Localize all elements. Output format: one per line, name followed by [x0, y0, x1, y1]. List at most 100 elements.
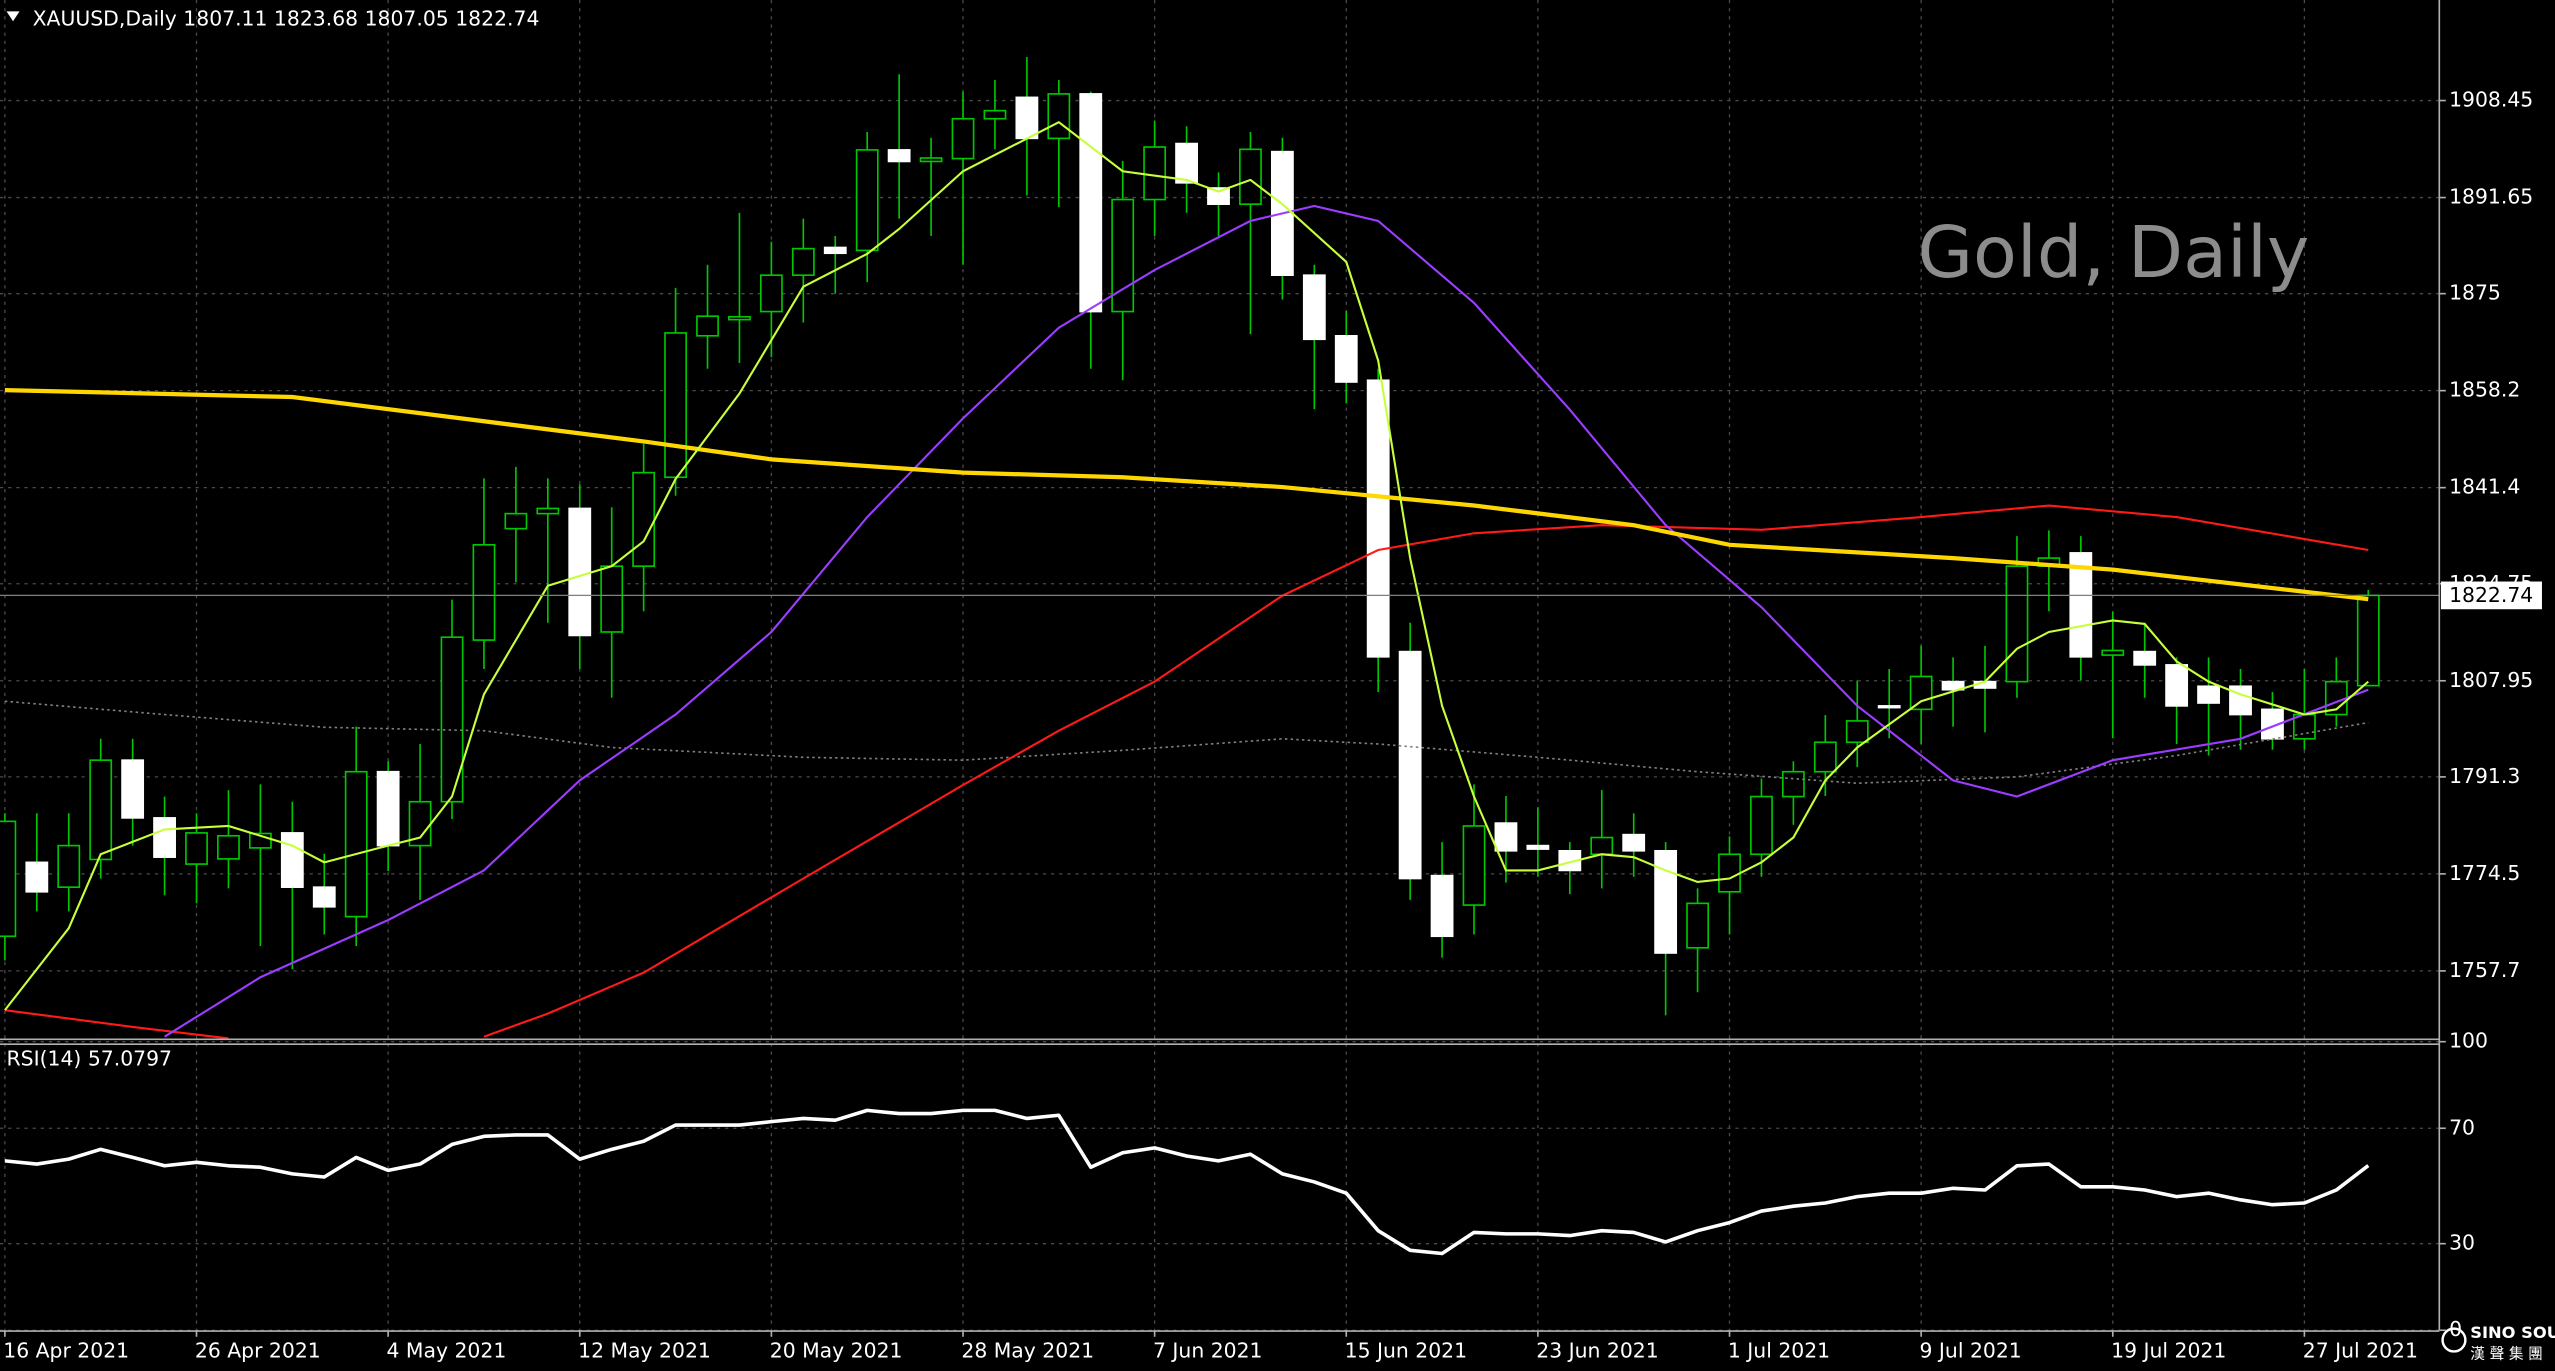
candle-body [121, 759, 145, 819]
candle-body [1941, 680, 1965, 691]
candle-body [2101, 649, 2125, 656]
candle-body [57, 844, 81, 888]
candle-body [728, 315, 751, 321]
y-tick-label: 1858.2 [2449, 378, 2520, 402]
moving-average-line [4, 120, 2369, 1011]
y-tick-label: 1891.65 [2449, 185, 2533, 209]
candle-body [440, 636, 464, 803]
x-tick-label: 28 May 2021 [961, 1338, 1094, 1362]
candle-body [1686, 902, 1709, 949]
candle-body [2356, 594, 2380, 687]
y-tick-label: 1807.95 [2449, 668, 2533, 692]
candle-body [89, 759, 113, 861]
x-tick-label: 15 Jun 2021 [1345, 1338, 1467, 1362]
logo-name: SINO SOUND [2470, 1323, 2555, 1342]
candle-body [2005, 565, 2029, 683]
y-tick-label: 1757.7 [2449, 958, 2520, 982]
candle-body [1398, 650, 1422, 880]
candle-body [1622, 833, 1646, 852]
candle-body [1366, 379, 1390, 658]
candle-body [1718, 853, 1741, 893]
candle-body [153, 817, 176, 858]
candle-body [312, 886, 336, 908]
menu-arrow[interactable] [6, 11, 20, 22]
y-tick-label: 1841.4 [2449, 475, 2520, 499]
candle-body [217, 834, 240, 860]
moving-average-line [4, 387, 2369, 602]
candle-body [855, 149, 879, 252]
candle-body [2133, 650, 2157, 666]
x-tick-label: 4 May 2021 [387, 1338, 507, 1362]
candle-body [632, 471, 656, 567]
candle-body [280, 832, 304, 888]
y-tick-label: 1774.5 [2449, 861, 2520, 885]
candle-body [983, 109, 1007, 120]
candle-body [887, 149, 911, 163]
candle-body [1175, 142, 1198, 184]
chart-title: XAUUSD,Daily 1807.11 1823.68 1807.05 182… [33, 7, 540, 31]
candle-body [1781, 770, 1805, 798]
x-tick-label: 19 Jul 2021 [2111, 1338, 2226, 1362]
candle-body [1526, 844, 1550, 850]
candle-body [1877, 705, 1901, 709]
grid [0, 0, 2440, 1331]
y-tick-label: 30 [2449, 1231, 2475, 1255]
candle-body [1590, 836, 1614, 856]
candle-body [1909, 675, 1933, 711]
candle-body [759, 274, 783, 313]
candle-body [1654, 849, 1678, 954]
moving-average-line [4, 504, 2369, 1039]
x-tick-label: 7 Jun 2021 [1153, 1338, 1263, 1362]
candle-body [1430, 874, 1454, 938]
x-tick-label: 16 Apr 2021 [3, 1338, 129, 1362]
y-tick-label: 1791.3 [2449, 764, 2520, 788]
candle-body [823, 246, 847, 255]
candle-body [696, 315, 719, 337]
candle-body [1207, 187, 1230, 205]
candle-body [664, 332, 687, 479]
y-tick-label: 1908.45 [2449, 88, 2533, 112]
logo-icon [2441, 1327, 2467, 1353]
x-tick-label: 1 Jul 2021 [1728, 1338, 1830, 1362]
y-tick-label: 100 [2449, 1029, 2488, 1053]
x-tick-label: 23 Jun 2021 [1536, 1338, 1658, 1362]
y-tick-label: 70 [2449, 1115, 2475, 1139]
x-tick-label: 12 May 2021 [578, 1338, 711, 1362]
moving-average-line [164, 204, 2369, 1038]
candle-body [1047, 93, 1071, 140]
candle-body [472, 543, 496, 641]
candle-body [504, 512, 528, 530]
x-tick-label: 27 Jul 2021 [2303, 1338, 2418, 1362]
candle-body [600, 565, 624, 633]
candle-body [1813, 741, 1837, 773]
candle-body [1239, 148, 1262, 205]
candle-body [185, 832, 208, 865]
candle-body [951, 117, 975, 160]
x-tick-label: 26 Apr 2021 [195, 1338, 321, 1362]
logo-subtitle: 漢 聲 集 團 [2470, 1346, 2543, 1363]
candle-body [2261, 708, 2284, 740]
x-tick-label: 20 May 2021 [770, 1338, 903, 1362]
rsi-plot [4, 1108, 2370, 1256]
logo: SINO SOUND 漢 聲 集 團 [2441, 1323, 2555, 1363]
candle-body [536, 507, 560, 515]
candle-body [1079, 93, 1103, 313]
candle-body [344, 770, 368, 918]
candle-body [1015, 96, 1039, 140]
x-tick-label: 9 Jul 2021 [1920, 1338, 2022, 1362]
candle-body [1462, 825, 1486, 906]
candle-body [1302, 274, 1326, 341]
candle-body [2069, 552, 2093, 658]
candle-body [376, 770, 400, 847]
candle-body [1334, 334, 1358, 383]
candle-body [1111, 198, 1135, 313]
candle-body [1845, 720, 1869, 744]
candle-body [2165, 664, 2189, 707]
last-price-tag [2440, 581, 2542, 610]
candle-body [1143, 146, 1167, 201]
candle-body [2197, 685, 2220, 704]
candle-body [919, 157, 943, 163]
